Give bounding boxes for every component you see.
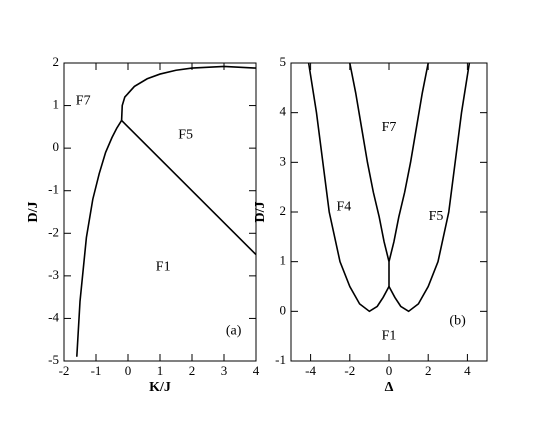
x-tick-label: 1 (157, 363, 164, 378)
x-tick-label: -2 (59, 363, 70, 378)
y-tick-label: -1 (275, 352, 286, 367)
phase-boundary (76, 120, 123, 357)
y-tick-label: 2 (280, 203, 287, 218)
phase-label: (a) (226, 323, 242, 338)
y-tick-label: -3 (48, 267, 59, 282)
y-axis-label: D/J (253, 202, 268, 223)
x-tick-label: 0 (125, 363, 132, 378)
phase-label: F5 (429, 209, 444, 224)
phase-boundary (388, 62, 429, 262)
x-tick-label: 0 (386, 363, 393, 378)
phase-label: F1 (382, 328, 397, 343)
x-tick-label: 2 (189, 363, 196, 378)
phase-boundary (307, 62, 390, 313)
y-tick-label: -1 (48, 182, 59, 197)
y-tick-label: -5 (48, 352, 59, 367)
x-tick-label: -2 (344, 363, 355, 378)
y-tick-label: 4 (280, 104, 287, 119)
phase-label: F1 (156, 260, 171, 275)
phase-label: F7 (76, 94, 91, 109)
y-tick-label: 0 (53, 139, 60, 154)
x-tick-label: -4 (305, 363, 316, 378)
y-tick-label: 5 (280, 54, 287, 69)
y-tick-label: 0 (280, 302, 287, 317)
plot-frame (63, 62, 257, 362)
phase-label: F7 (382, 120, 397, 135)
y-tick-label: 2 (53, 54, 60, 69)
x-tick-label: -1 (91, 363, 102, 378)
y-tick-label: -4 (48, 309, 59, 324)
phase-boundary (121, 119, 257, 256)
y-tick-label: -2 (48, 224, 59, 239)
phase-label: (b) (449, 313, 466, 328)
x-tick-label: 4 (253, 363, 260, 378)
y-tick-label: 1 (280, 253, 287, 268)
y-axis-label: D/J (26, 202, 41, 223)
x-tick-label: 2 (425, 363, 432, 378)
y-tick-label: 1 (53, 97, 60, 112)
phase-boundary (349, 62, 390, 262)
x-axis-label: Δ (385, 380, 394, 395)
x-tick-label: 3 (221, 363, 228, 378)
phase-boundary (120, 65, 257, 121)
y-tick-label: 3 (280, 153, 287, 168)
phase-label: F5 (178, 128, 193, 143)
x-tick-label: 4 (464, 363, 471, 378)
phase-label: F4 (337, 199, 352, 214)
x-axis-label: K/J (149, 380, 171, 395)
phase-boundary (388, 62, 471, 313)
